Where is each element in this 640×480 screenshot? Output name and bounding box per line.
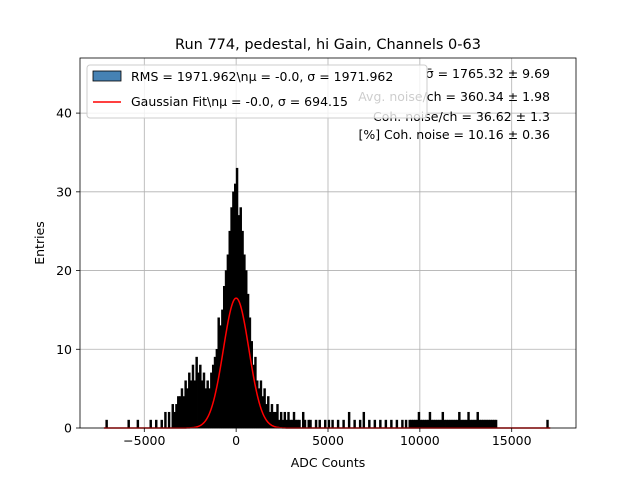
legend-label-histogram: RMS = 1971.962\nμ = -0.0, σ = 1971.962 (131, 69, 393, 84)
histogram-bar (303, 419, 307, 429)
y-tick-label: 10 (56, 342, 72, 357)
y-tick-label: 40 (56, 106, 72, 121)
histogram-bar (353, 419, 356, 429)
histogram-bar (318, 419, 321, 429)
histogram-bar (395, 419, 399, 429)
histogram-bars (105, 167, 549, 429)
histogram-bar (342, 419, 345, 429)
histogram-bar (309, 419, 312, 429)
histogram-bar (494, 419, 498, 429)
histogram-bar (164, 411, 167, 429)
histogram-bar (160, 419, 163, 429)
y-tick-label: 20 (56, 263, 72, 278)
y-tick-label: 30 (56, 184, 72, 199)
x-tick-label: 10000 (400, 433, 440, 448)
histogram-bar (167, 411, 171, 429)
x-axis-ticks: −5000 0 5000 10000 15000 (123, 428, 532, 448)
histogram-bar (390, 419, 393, 429)
x-tick-label: 15000 (492, 433, 532, 448)
histogram-bar (368, 419, 371, 429)
histogram-bar (362, 411, 366, 429)
histogram-bar (155, 419, 158, 429)
histogram-bar (324, 419, 327, 429)
histogram-bar (336, 419, 340, 429)
histogram-bar (401, 419, 404, 429)
x-tick-label: −5000 (123, 433, 165, 448)
y-axis-label: Entries (32, 221, 47, 265)
histogram-bar (546, 419, 549, 429)
x-tick-label: 5000 (312, 433, 344, 448)
histogram-bar (379, 419, 382, 429)
chart-title: Run 774, pedestal, hi Gain, Channels 0-6… (175, 37, 481, 53)
legend-box (86, 64, 428, 119)
histogram-bar (127, 419, 130, 429)
x-tick-label: 0 (232, 433, 240, 448)
histogram-bar (347, 411, 351, 429)
histogram-bar (331, 419, 334, 429)
histogram-bar (149, 419, 152, 429)
annotation-sigma-mean: σ̄ = 1765.32 ± 9.69 (426, 66, 550, 81)
y-axis-ticks: 0 10 20 30 40 (56, 106, 80, 436)
legend: RMS = 1971.962\nμ = -0.0, σ = 1971.962 G… (86, 64, 428, 119)
annotation-coh-noise-percent: [%] Coh. noise = 10.16 ± 0.36 (358, 127, 550, 142)
histogram-bar (314, 419, 318, 429)
histogram-bar (373, 419, 377, 429)
histogram-bar (384, 419, 388, 429)
legend-label-gaussian: Gaussian Fit\nμ = -0.0, σ = 694.15 (131, 94, 348, 109)
histogram-bar (404, 419, 408, 429)
y-tick-label: 0 (64, 421, 72, 436)
histogram-bar (327, 419, 331, 429)
histogram-bar (358, 419, 362, 429)
legend-swatch-histogram (92, 70, 122, 82)
x-axis-label: ADC Counts (291, 455, 366, 470)
histogram-bar (298, 419, 301, 429)
histogram-bar (105, 419, 108, 429)
histogram-bar (136, 419, 140, 429)
